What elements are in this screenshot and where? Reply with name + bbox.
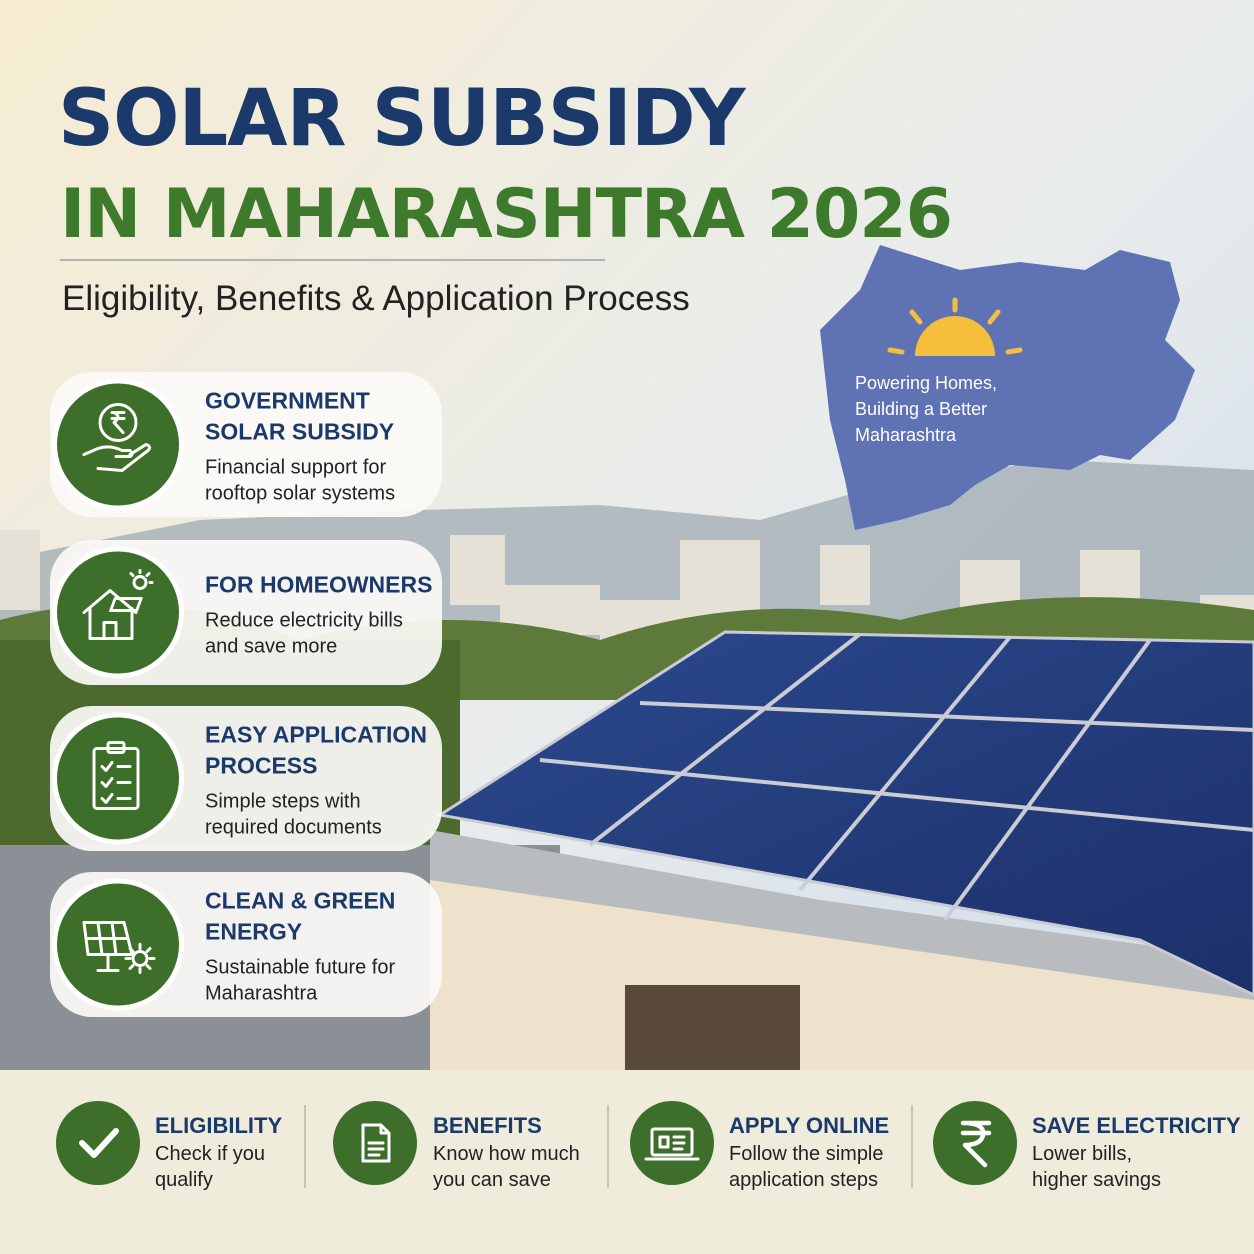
footer-icon-circle — [56, 1101, 140, 1185]
footer: ELIGIBILITY Check if you qualify BENEFITS Kn… — [56, 1101, 1241, 1191]
footer-description: Check if you — [155, 1143, 265, 1165]
icon-stroke — [110, 411, 126, 434]
icon-stroke — [100, 761, 132, 804]
icon-stroke — [82, 921, 134, 972]
cards: GOVERNMENT SOLAR SUBSIDY Financial support… — [50, 372, 442, 1017]
card-description: Reduce electricity bills — [205, 610, 403, 632]
card-description: required documents — [205, 817, 382, 839]
card-description: rooftop solar systems — [205, 483, 395, 505]
footer-icon — [644, 1127, 700, 1161]
card-icon — [92, 741, 140, 810]
card-icon — [82, 921, 156, 974]
icon-stroke — [361, 1123, 391, 1163]
card-title: FOR HOMEOWNERS — [205, 572, 432, 598]
subtitle: Eligibility, Benefits & Application Proc… — [62, 279, 690, 318]
city — [0, 530, 1254, 640]
footer-description: application steps — [729, 1169, 878, 1191]
icon-stroke — [124, 943, 156, 974]
map-caption: Building a Better — [855, 399, 987, 419]
map-caption: Maharashtra — [855, 425, 957, 445]
map-caption: Powering Homes, — [855, 373, 997, 393]
icon-stroke — [131, 950, 149, 967]
footer-icon — [79, 1128, 119, 1158]
card-icon-circle — [57, 883, 179, 1006]
icon-stroke — [79, 1128, 119, 1158]
icon-stroke — [109, 597, 143, 612]
window — [625, 985, 800, 1070]
footer-description: Lower bills, — [1032, 1143, 1132, 1165]
card-icon-circle — [57, 551, 179, 674]
icon-stroke — [98, 403, 138, 442]
title: SOLAR SUBSIDY — [58, 74, 747, 164]
card-icon-circle — [57, 717, 179, 840]
panel-frames — [539, 632, 1254, 922]
card-title: SOLAR SUBSIDY — [205, 419, 394, 445]
card-icon — [82, 569, 154, 640]
icon-stroke — [132, 575, 148, 590]
footer-title: ELIGIBILITY — [155, 1113, 282, 1138]
footer-icon — [960, 1120, 992, 1168]
icon-stroke — [129, 569, 154, 584]
title: IN MAHARASHTRA 2026 — [60, 175, 952, 254]
card-description: Financial support for — [205, 457, 387, 479]
icon-stroke — [960, 1120, 992, 1168]
roof — [430, 830, 1254, 1000]
icon-stroke — [82, 589, 138, 640]
footer-icon-circle — [630, 1101, 714, 1185]
card-title: CLEAN & GREEN — [205, 888, 395, 914]
icon-stroke — [650, 1127, 694, 1157]
footer-description: Follow the simple — [729, 1143, 884, 1165]
card-title: EASY APPLICATION — [205, 722, 427, 748]
footer-title: SAVE ELECTRICITY — [1032, 1113, 1241, 1138]
footer-description: higher savings — [1032, 1169, 1161, 1191]
sun-icon — [887, 297, 1023, 356]
icon-stroke — [92, 747, 140, 810]
footer-description: Know how much — [433, 1143, 580, 1165]
footer-description: you can save — [433, 1169, 551, 1191]
card-icon-circle — [57, 383, 179, 506]
icon-stroke — [644, 1135, 700, 1161]
footer-description: qualify — [155, 1169, 213, 1191]
card-description: Simple steps with — [205, 791, 361, 813]
card-description: Sustainable future for — [205, 957, 395, 979]
footer-icon — [361, 1123, 391, 1163]
footer-title: BENEFITS — [433, 1113, 542, 1138]
icon-stroke — [106, 741, 126, 754]
card-description: and save more — [205, 636, 337, 658]
card-description: Maharashtra — [205, 983, 318, 1005]
card-title: PROCESS — [205, 753, 317, 779]
card-icon — [82, 403, 152, 472]
footer-title: APPLY ONLINE — [729, 1113, 889, 1138]
card-title: GOVERNMENT — [205, 388, 370, 414]
footer-bar — [0, 1070, 1254, 1254]
icon-stroke — [82, 443, 152, 472]
card-title: ENERGY — [205, 919, 302, 945]
